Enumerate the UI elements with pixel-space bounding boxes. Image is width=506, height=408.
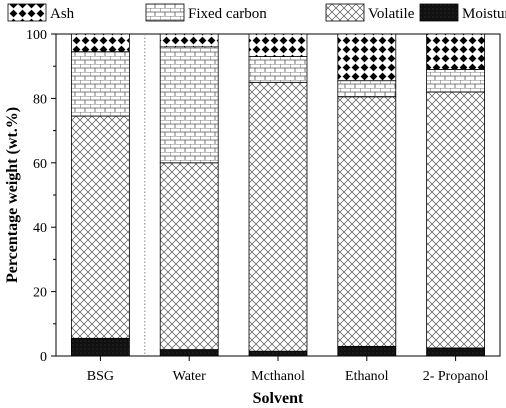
bar-segment-ash <box>426 33 486 70</box>
bar-segment-moisture <box>159 349 219 357</box>
bar-segment-moisture <box>71 337 130 357</box>
bar-segment-volatile <box>426 91 486 349</box>
bar-segment-volatile <box>159 162 219 350</box>
legend-swatch <box>145 3 185 22</box>
y-tick-label: 100 <box>26 28 47 43</box>
x-tick-label: Water <box>173 369 206 384</box>
bar-segment-fixed-carbon <box>337 80 397 98</box>
y-tick-label: 80 <box>33 92 47 107</box>
y-tick-label: 0 <box>40 350 47 365</box>
y-axis: 0 20 40 60 80 100 <box>26 28 56 365</box>
bar-segment-moisture <box>337 345 397 357</box>
bar-segment-fixed-carbon <box>248 56 308 83</box>
legend-swatch <box>7 3 47 22</box>
x-tick-label: Mcthanol <box>251 369 305 384</box>
bar-segment-moisture <box>426 347 486 357</box>
legend-swatch <box>419 3 459 22</box>
bar-segment-ash <box>159 33 219 48</box>
bar-segment-fixed-carbon <box>71 51 130 117</box>
bar-segment-moisture <box>248 350 308 357</box>
bar-segment-fixed-carbon <box>426 69 486 93</box>
x-axis-title: Solvent <box>253 390 304 407</box>
x-axis: BSG Water Mcthanol Ethanol 2- Propanol <box>87 356 489 384</box>
bar-segment-volatile <box>248 81 308 352</box>
bar-segment-ash <box>71 33 130 53</box>
y-tick-label: 20 <box>33 286 47 301</box>
y-tick-label: 40 <box>33 221 47 236</box>
legend: Ash Fixed carbon Volatile Moisture <box>7 3 506 22</box>
bar-segment-volatile <box>71 115 130 339</box>
y-tick-label: 60 <box>33 157 47 172</box>
legend-label: Fixed carbon <box>188 6 267 22</box>
bar-segment-volatile <box>337 96 397 347</box>
x-tick-label: Ethanol <box>345 369 389 384</box>
legend-swatch <box>325 3 365 22</box>
bars-group <box>71 33 486 357</box>
legend-label: Moisture <box>462 6 506 22</box>
y-axis-title: Percentage weight (wt.%) <box>4 107 21 283</box>
bar-segment-ash <box>337 33 397 82</box>
x-tick-label: BSG <box>87 369 114 384</box>
bar-segment-ash <box>248 33 308 57</box>
legend-label: Ash <box>50 6 75 22</box>
x-tick-label: 2- Propanol <box>423 369 489 384</box>
bar-segment-fixed-carbon <box>159 46 219 164</box>
legend-label: Volatile <box>368 6 415 22</box>
